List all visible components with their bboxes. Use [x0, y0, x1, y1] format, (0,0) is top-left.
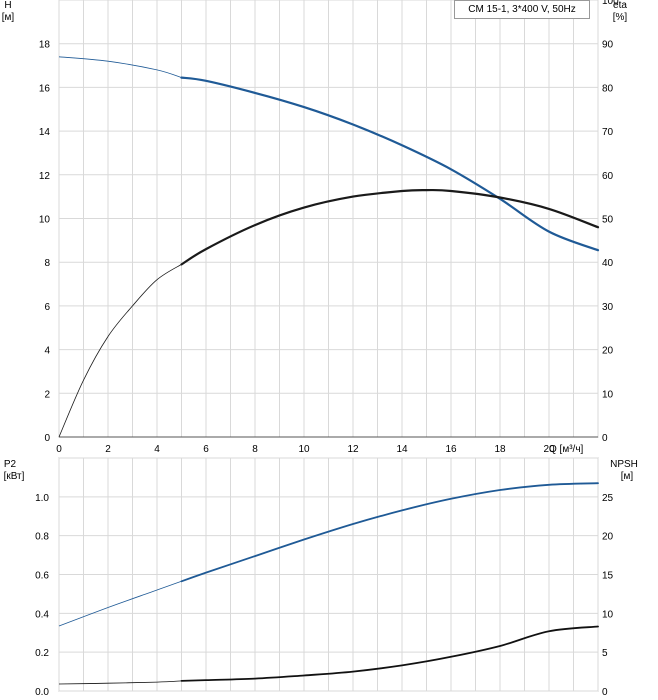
p2-tick-label: 0.2 — [35, 648, 49, 659]
eta-tick-label: 80 — [602, 83, 614, 94]
npsh-curve-thin — [58, 680, 182, 685]
eta-tick-label: 90 — [602, 40, 614, 51]
h-curve-thin — [58, 56, 182, 78]
p2-tick-label: 0.8 — [35, 532, 49, 543]
h-tick-label: 18 — [39, 40, 51, 51]
eta-curve — [180, 188, 600, 266]
h-tick-label: 12 — [39, 171, 51, 182]
npsh-tick-label: 25 — [602, 493, 614, 504]
eta-tick-label: 10 — [602, 389, 614, 400]
top-chart-grid — [58, 0, 599, 438]
eta-tick-label: 100 — [602, 0, 619, 7]
x-tick-label: 20 — [543, 444, 555, 455]
x-tick-label: 4 — [154, 444, 160, 455]
x-tick-label: 6 — [203, 444, 209, 455]
p2-tick-label: 0.6 — [35, 571, 49, 582]
x-tick-label: 10 — [298, 444, 310, 455]
eta-tick-label: 60 — [602, 171, 614, 182]
chart-title: CM 15-1, 3*400 V, 50Hz — [454, 0, 590, 19]
h-tick-label: 14 — [39, 127, 51, 138]
eta-tick-label: 30 — [602, 302, 614, 313]
top-left-axis-label-line2: [м] — [2, 12, 15, 23]
top-chart-tick-labels: 0 2 4 6 8 10 12 14 16 18 20 0 2 4 6 8 10 12 14 16 18 0 10 20 30 4… — [39, 0, 619, 455]
bottom-left-axis-label-line1: P2 — [4, 459, 17, 470]
bottom-chart-grid — [58, 457, 599, 692]
x-tick-label: 18 — [494, 444, 506, 455]
x-tick-label: 8 — [252, 444, 258, 455]
eta-tick-label: 70 — [602, 127, 614, 138]
bottom-chart-series — [58, 482, 599, 685]
eta-curve-thin — [58, 264, 182, 438]
x-tick-label: 14 — [396, 444, 408, 455]
x-tick-label: 2 — [105, 444, 111, 455]
top-right-axis-label-line1: eta — [613, 0, 627, 11]
x-tick-label: 0 — [56, 444, 62, 455]
npsh-tick-label: 20 — [602, 532, 614, 543]
h-tick-label: 16 — [39, 83, 51, 94]
npsh-curve — [180, 625, 599, 682]
bottom-left-axis-label-line2: [кВт] — [4, 471, 25, 482]
eta-tick-label: 50 — [602, 215, 614, 226]
bottom-chart-tick-labels: 0.0 0.2 0.4 0.6 0.8 1.0 0 5 10 15 20 25 — [35, 493, 613, 698]
top-right-axis-label-line2: [%] — [613, 12, 628, 23]
npsh-tick-label: 10 — [602, 609, 614, 620]
h-tick-label: 8 — [44, 258, 50, 269]
top-chart-series — [58, 56, 600, 438]
h-tick-label: 6 — [44, 302, 50, 313]
p2-tick-label: 1.0 — [35, 493, 49, 504]
eta-tick-label: 40 — [602, 258, 614, 269]
x-axis-label: Q [м³/ч] — [549, 444, 584, 455]
top-left-axis-label-line1: H — [4, 0, 11, 11]
h-tick-label: 10 — [39, 215, 51, 226]
p2-curve-thin — [58, 580, 182, 627]
p2-tick-label: 0.4 — [35, 609, 49, 620]
eta-tick-label: 0 — [602, 433, 608, 444]
h-tick-label: 2 — [44, 389, 50, 400]
x-tick-label: 16 — [445, 444, 457, 455]
p2-curve — [180, 482, 599, 583]
bottom-right-axis-label-line2: [м] — [621, 471, 634, 482]
npsh-tick-label: 15 — [602, 571, 614, 582]
bottom-right-axis-label-line1: NPSH — [610, 459, 638, 470]
h-curve — [180, 76, 600, 252]
eta-tick-label: 20 — [602, 346, 614, 357]
h-tick-label: 4 — [44, 346, 50, 357]
h-tick-label: 0 — [44, 433, 50, 444]
npsh-tick-label: 0 — [602, 687, 608, 698]
npsh-tick-label: 5 — [602, 648, 608, 659]
x-tick-label: 12 — [347, 444, 359, 455]
p2-tick-label: 0.0 — [35, 687, 49, 698]
